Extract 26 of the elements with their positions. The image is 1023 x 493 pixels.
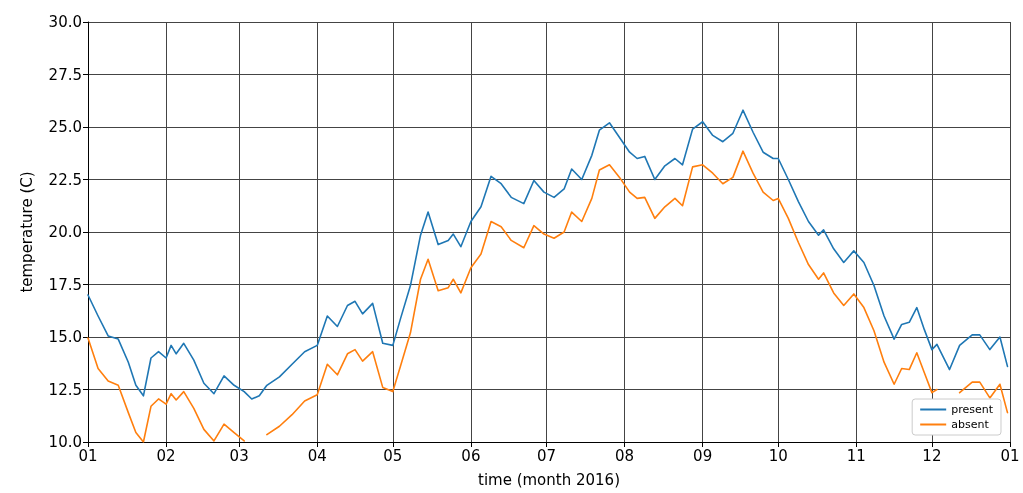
y-tick-label: 30.0 bbox=[48, 13, 82, 31]
x-tick-label: 11 bbox=[846, 446, 866, 465]
y-tick-label: 20.0 bbox=[48, 223, 82, 241]
y-tick-label: 12.5 bbox=[48, 380, 82, 399]
x-tick-label: 04 bbox=[307, 446, 327, 465]
x-tick-label: 12 bbox=[922, 446, 942, 465]
legend-label: absent bbox=[951, 418, 990, 431]
x-tick-label: 06 bbox=[461, 446, 481, 465]
x-tick-label: 01 bbox=[78, 446, 98, 465]
y-axis-title: temperature (C) bbox=[17, 171, 36, 293]
line-series bbox=[87, 109, 1009, 400]
x-tick-label: 10 bbox=[768, 446, 788, 465]
x-tick-label: 02 bbox=[156, 446, 176, 465]
y-tick-label: 22.5 bbox=[48, 170, 82, 189]
y-tick-label: 17.5 bbox=[48, 275, 82, 294]
y-tick-label: 25.0 bbox=[48, 118, 82, 136]
x-axis-title: time (month 2016) bbox=[478, 470, 620, 489]
x-tick-label: 09 bbox=[693, 446, 713, 465]
x-tick-label: 01 bbox=[1000, 446, 1020, 465]
y-tick-label: 27.5 bbox=[48, 65, 82, 84]
x-tick-label: 05 bbox=[383, 446, 403, 465]
x-tick-label: 08 bbox=[615, 446, 635, 465]
x-tick-label: 03 bbox=[229, 446, 249, 465]
x-tick-label: 07 bbox=[536, 446, 557, 465]
y-tick-label: 15.0 bbox=[48, 328, 82, 346]
legend-label: present bbox=[951, 403, 994, 416]
